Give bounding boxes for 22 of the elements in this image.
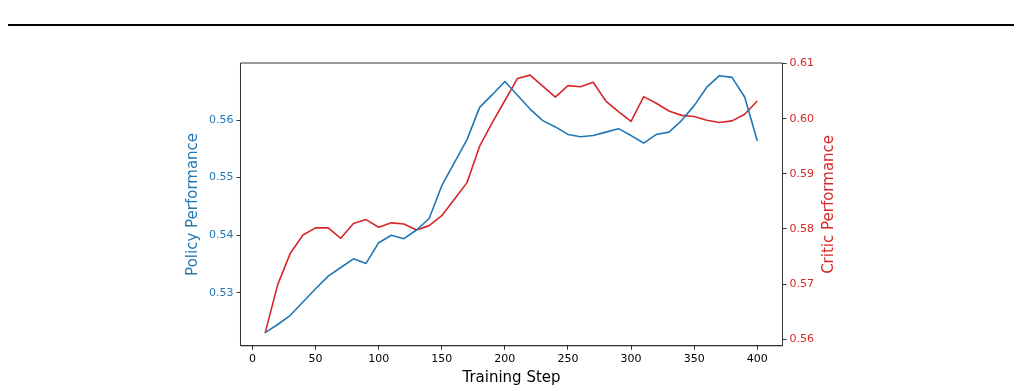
y-tick-label: 0.55 xyxy=(208,170,234,184)
y2-tick-label: 0.58 xyxy=(789,221,815,235)
y2-axis-title: Critic Performance xyxy=(818,134,837,274)
y2-tick-label: 0.59 xyxy=(789,166,815,180)
y2-tick-label: 0.57 xyxy=(789,276,815,290)
x-tick-label: 250 xyxy=(557,352,579,366)
y2-tick-label: 0.60 xyxy=(789,111,815,125)
x-tick-label: 150 xyxy=(431,352,453,366)
x-tick-label: 300 xyxy=(620,352,642,366)
x-tick-label: 100 xyxy=(368,352,390,366)
x-tick-label: 200 xyxy=(494,352,516,366)
x-tick-label: 0 xyxy=(248,352,256,366)
x-tick-label: 50 xyxy=(308,352,323,366)
x-tick-label: 350 xyxy=(683,352,705,366)
y2-tick-label: 0.61 xyxy=(789,56,815,70)
y-tick-label: 0.54 xyxy=(208,228,234,242)
y-axis-title: Policy Performance xyxy=(182,132,201,276)
y2-tick-label: 0.56 xyxy=(789,332,815,346)
x-axis-title: Training Step xyxy=(461,367,561,386)
y-tick-label: 0.56 xyxy=(208,112,234,126)
x-tick-label: 400 xyxy=(746,352,768,366)
y-tick-label: 0.53 xyxy=(208,285,234,299)
